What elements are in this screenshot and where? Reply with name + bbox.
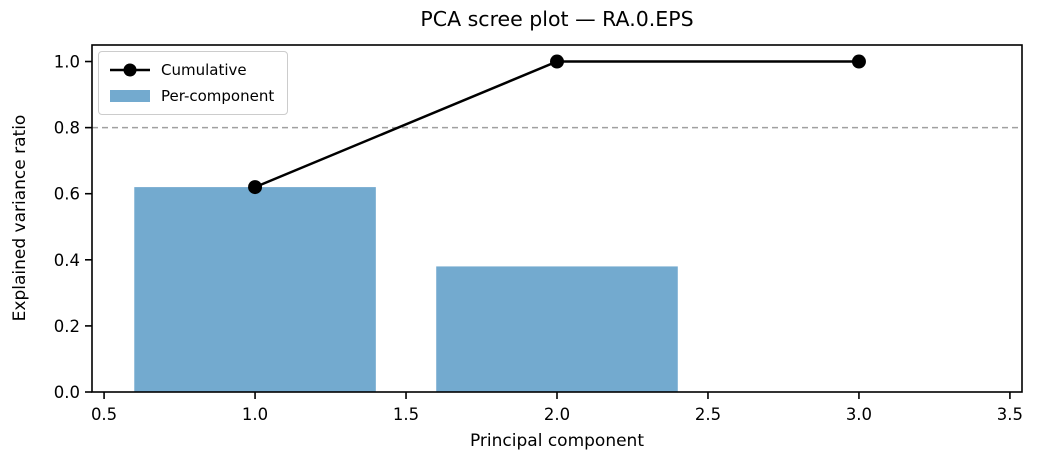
x-tick-label: 2.0 [544,405,570,424]
y-axis-label: Explained variance ratio [10,114,30,322]
cumulative-line-swatch-icon [110,63,150,77]
cumulative-marker-pc1 [248,180,263,195]
x-tick-label: 3.0 [846,405,872,424]
legend-bar-sample [110,90,150,102]
legend-entry-cumulative: Cumulative [109,59,274,81]
y-tick-label: 0.4 [54,251,80,270]
x-axis-label: Principal component [469,431,645,451]
y-tick-label: 1.0 [54,53,80,72]
x-tick-label: 1.0 [242,405,268,424]
cumulative-marker-pc2 [550,54,564,69]
y-tick-label: 0.0 [54,383,80,402]
cumulative-marker-pc3 [851,54,866,69]
bar-pc1 [134,187,376,392]
legend: Cumulative Per-component [98,51,289,115]
legend-label-cumulative: Cumulative [161,61,247,79]
legend-label-per-component: Per-component [161,87,275,105]
legend-entry-per-component: Per-component [109,85,274,107]
y-tick-label: 0.2 [54,317,80,336]
per-component-bar-swatch-icon [110,90,150,102]
x-tick-label: 3.5 [997,405,1023,424]
x-tick-label: 1.5 [393,405,419,424]
cumulative-line [254,60,859,189]
bar-pc2 [436,266,678,392]
x-tick-label: 2.5 [695,405,721,424]
legend-marker-sample [123,63,137,77]
y-tick-label: 0.6 [54,185,80,204]
y-tick-label: 0.8 [54,119,80,138]
chart-title: PCA scree plot — RA.0.EPS [420,7,694,31]
x-tick-label: 0.5 [91,405,117,424]
